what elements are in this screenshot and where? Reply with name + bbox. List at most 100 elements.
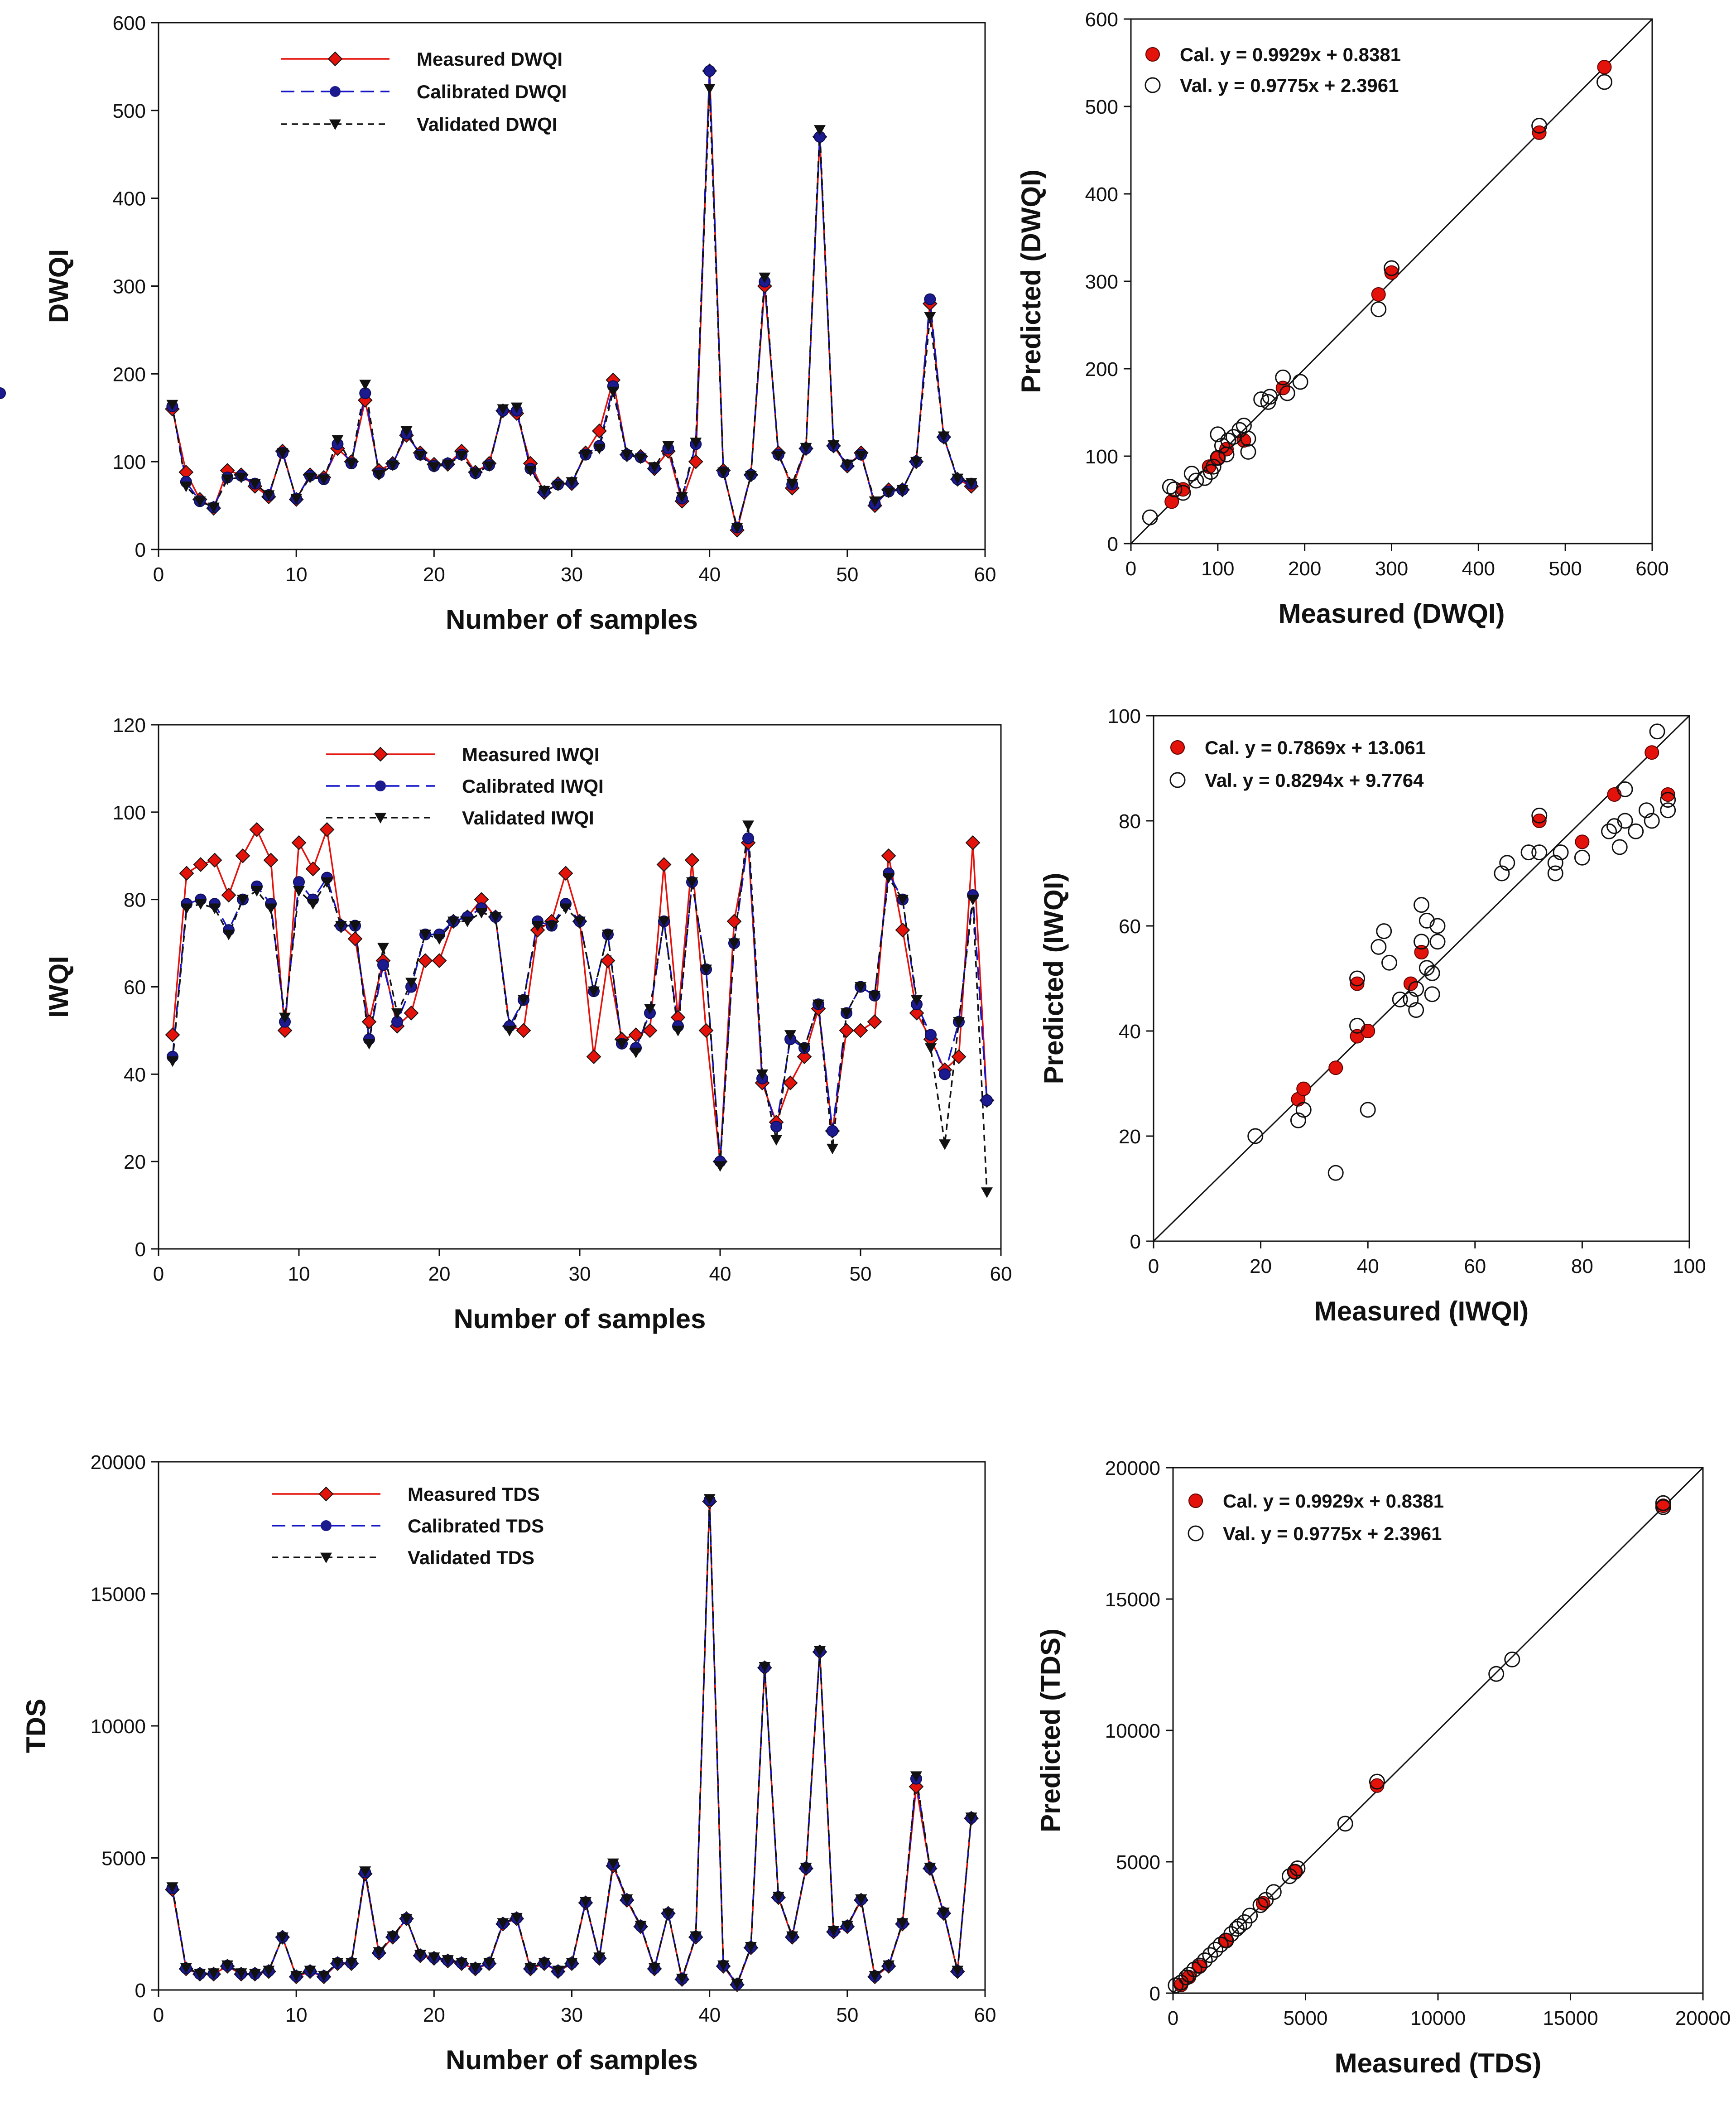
x-axis-title: Number of samples xyxy=(446,2045,698,2075)
validated-point xyxy=(784,1030,796,1041)
calibrated-point xyxy=(939,1068,951,1080)
validated-point xyxy=(855,1894,867,1905)
x-tick-label: 50 xyxy=(836,2004,858,2026)
validation-point xyxy=(1419,960,1435,976)
x-tick-label: 0 xyxy=(1148,1255,1159,1277)
validated-point xyxy=(607,386,619,398)
panel-dwqi-scatter: 0 100 200 300 400 500 600 0 100 200 300 400 500 600 Me… xyxy=(1016,9,1669,629)
x-tick-label: 60 xyxy=(974,564,996,586)
y-tick-label: 0 xyxy=(135,1238,146,1261)
validation-point xyxy=(1279,385,1295,401)
y-tick-label: 200 xyxy=(1085,358,1118,381)
validation-point xyxy=(1369,1773,1385,1790)
validated-point xyxy=(476,908,487,919)
validated-point xyxy=(223,930,235,940)
validated-point xyxy=(869,1971,881,1982)
validated-point xyxy=(967,895,979,906)
validated-point xyxy=(180,1963,192,1974)
validated-point xyxy=(538,486,550,497)
y-tick-label: 100 xyxy=(1085,446,1118,468)
validated-point xyxy=(510,1913,523,1924)
validation-point xyxy=(1247,1128,1264,1144)
y-tick-label: 100 xyxy=(113,451,146,473)
validated-point xyxy=(745,471,757,482)
validated-point xyxy=(965,478,977,489)
legend-marker xyxy=(375,780,386,791)
x-tick-label: 40 xyxy=(1357,1255,1379,1277)
validation-point xyxy=(1289,1860,1306,1876)
calibration-point xyxy=(1645,745,1659,760)
validation-point xyxy=(1655,1495,1671,1511)
validated-point xyxy=(263,1966,275,1976)
validation-point xyxy=(1262,389,1278,405)
validated-point xyxy=(602,930,614,940)
validated-point xyxy=(714,1161,726,1172)
x-axis-title: Measured (TDS) xyxy=(1335,2048,1542,2078)
validation-point xyxy=(1531,117,1548,134)
validated-point xyxy=(924,312,936,323)
x-tick-label: 0 xyxy=(1125,558,1136,580)
validated-point xyxy=(166,400,178,411)
validation-point xyxy=(1205,458,1221,475)
calibration-point xyxy=(1350,976,1365,991)
validation-point xyxy=(1142,509,1158,525)
validation-point xyxy=(1292,374,1308,390)
validation-point xyxy=(1660,792,1676,808)
calibration-point xyxy=(1575,834,1590,849)
validated-point xyxy=(332,1957,344,1969)
x-tick-label: 30 xyxy=(561,564,583,586)
validated-point xyxy=(483,1957,495,1969)
validated-point xyxy=(483,461,495,472)
validation-point xyxy=(1290,1112,1306,1128)
y-axis-title: TDS xyxy=(21,1699,51,1753)
validated-point xyxy=(235,472,247,484)
validated-point xyxy=(676,1973,688,1985)
validated-point xyxy=(731,523,743,534)
validated-point xyxy=(953,1017,965,1028)
x-tick-label: 200 xyxy=(1288,558,1321,580)
validated-point xyxy=(910,457,922,468)
validated-point xyxy=(373,470,385,481)
validated-point xyxy=(387,1931,399,1942)
validation-point xyxy=(1207,1942,1224,1958)
measured-point xyxy=(895,922,910,938)
validation-point xyxy=(1553,844,1569,861)
y-axis-title: IWQI xyxy=(43,956,74,1018)
legend-marker xyxy=(1145,47,1160,62)
validation-point xyxy=(1628,823,1644,839)
validation-point xyxy=(1617,781,1633,797)
validated-point xyxy=(579,1897,591,1908)
validated-point xyxy=(442,459,454,470)
y-tick-label: 10000 xyxy=(1105,1720,1160,1742)
x-tick-label: 40 xyxy=(709,1263,731,1285)
y-tick-label: 15000 xyxy=(91,1584,146,1606)
validated-point xyxy=(276,1932,289,1943)
y-tick-label: 0 xyxy=(135,539,146,561)
validated-point xyxy=(883,1960,895,1971)
validated-point xyxy=(209,903,221,914)
measured-point xyxy=(965,835,981,850)
legend-label: Measured TDS xyxy=(408,1484,540,1505)
validated-point xyxy=(635,453,647,464)
y-tick-label: 500 xyxy=(1085,96,1118,118)
legend-label: Validated IWQI xyxy=(462,807,594,829)
validation-point xyxy=(1287,1864,1303,1880)
validation-point xyxy=(1349,970,1366,987)
validation-point xyxy=(1197,470,1213,486)
validated-point xyxy=(700,964,712,975)
validated-point xyxy=(304,472,316,484)
validation-point xyxy=(1520,844,1537,861)
y-tick-label: 20 xyxy=(1119,1126,1141,1148)
measured-point xyxy=(221,887,236,903)
validated-point xyxy=(593,443,606,455)
validated-point xyxy=(717,1960,730,1971)
x-tick-label: 300 xyxy=(1375,558,1408,580)
measured-point xyxy=(783,1075,798,1091)
validation-point xyxy=(1349,1017,1366,1034)
validated-point xyxy=(800,443,812,454)
measured-point xyxy=(263,853,279,868)
validation-point xyxy=(1240,430,1256,447)
panel-tds-timeseries: 0 10 20 30 40 50 60 0 5000 10000 15000 20000 Number … xyxy=(21,1451,996,2075)
validated-series-line xyxy=(171,1498,972,1985)
